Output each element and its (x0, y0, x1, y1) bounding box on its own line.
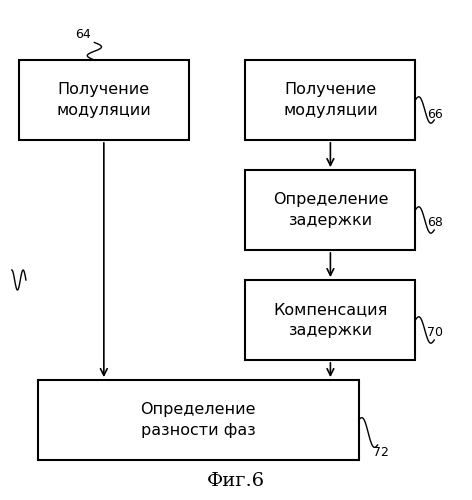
Text: Определение
задержки: Определение задержки (273, 192, 388, 228)
Text: 66: 66 (427, 108, 443, 120)
FancyBboxPatch shape (19, 60, 189, 140)
Text: Фиг.6: Фиг.6 (207, 472, 265, 490)
Text: Определение
разности фаз: Определение разности фаз (141, 402, 256, 438)
Text: Получение
модуляции: Получение модуляции (57, 82, 151, 118)
FancyBboxPatch shape (245, 280, 415, 360)
FancyBboxPatch shape (38, 380, 359, 460)
FancyBboxPatch shape (245, 60, 415, 140)
Text: Компенсация
задержки: Компенсация задержки (273, 302, 388, 338)
Text: 68: 68 (427, 216, 443, 229)
FancyBboxPatch shape (245, 170, 415, 250)
Text: 64: 64 (75, 28, 91, 40)
Text: Получение
модуляции: Получение модуляции (283, 82, 378, 118)
Text: 70: 70 (427, 326, 443, 339)
Text: 72: 72 (373, 446, 389, 459)
